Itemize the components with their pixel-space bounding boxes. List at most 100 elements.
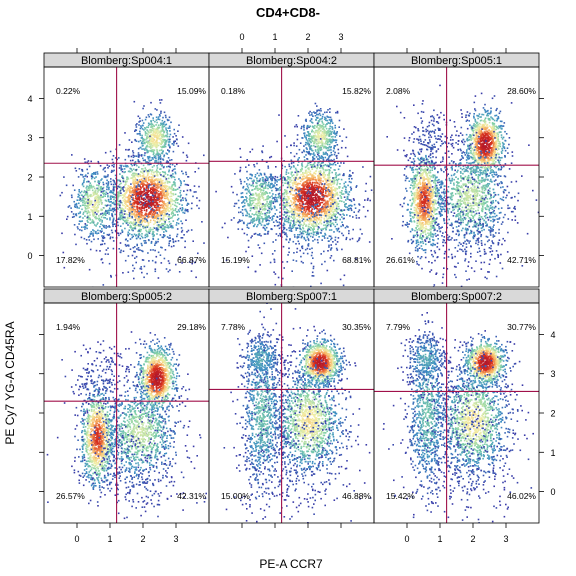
data-point xyxy=(163,131,166,133)
data-point xyxy=(96,187,98,190)
data-point xyxy=(160,214,163,217)
data-point xyxy=(334,173,337,176)
y-tick-label: 4 xyxy=(27,94,32,104)
data-point xyxy=(133,172,135,174)
data-point xyxy=(106,175,109,178)
data-point xyxy=(156,220,159,222)
data-point xyxy=(318,161,320,163)
data-point xyxy=(310,186,313,189)
data-point xyxy=(76,206,79,209)
data-point xyxy=(150,101,152,104)
data-point xyxy=(107,186,109,188)
data-point xyxy=(147,142,149,144)
data-point xyxy=(306,195,308,197)
data-point xyxy=(271,216,274,218)
data-point xyxy=(309,203,311,206)
data-point xyxy=(167,270,170,273)
data-point xyxy=(174,208,177,210)
data-point xyxy=(302,232,305,235)
data-point xyxy=(133,179,136,181)
data-point xyxy=(94,173,97,175)
data-point xyxy=(136,210,138,213)
data-point xyxy=(63,176,65,178)
data-point xyxy=(142,227,145,230)
data-point xyxy=(97,229,99,232)
data-point xyxy=(132,202,135,204)
data-point xyxy=(106,209,109,212)
data-point xyxy=(141,221,143,224)
data-point xyxy=(299,208,302,210)
data-point xyxy=(153,223,155,226)
data-point xyxy=(142,107,144,110)
data-point xyxy=(113,193,115,196)
data-point xyxy=(93,238,95,241)
data-point xyxy=(63,266,66,269)
data-point xyxy=(117,200,120,203)
data-point xyxy=(155,157,157,160)
data-point xyxy=(86,212,89,215)
data-point xyxy=(140,137,143,139)
data-point xyxy=(304,206,306,208)
data-point xyxy=(176,188,179,190)
data-point xyxy=(151,178,153,181)
data-point xyxy=(119,225,122,227)
data-point xyxy=(86,220,89,222)
data-point xyxy=(83,237,86,240)
data-point xyxy=(128,229,131,231)
data-point xyxy=(106,212,109,214)
data-point xyxy=(154,141,156,143)
data-point xyxy=(163,185,165,187)
data-point xyxy=(167,207,169,210)
data-point xyxy=(127,255,130,257)
data-point xyxy=(92,214,94,217)
data-point xyxy=(137,195,139,197)
data-point xyxy=(348,205,350,207)
data-point xyxy=(259,213,262,215)
data-point xyxy=(157,205,159,207)
data-point xyxy=(90,174,93,177)
data-point xyxy=(322,188,324,190)
data-point xyxy=(309,147,311,149)
data-point xyxy=(190,207,193,210)
data-point xyxy=(134,177,136,179)
data-point xyxy=(286,190,288,192)
data-point xyxy=(352,228,354,231)
data-point xyxy=(174,168,176,170)
data-point xyxy=(149,249,152,251)
data-point xyxy=(303,187,305,190)
data-point xyxy=(66,215,69,218)
data-point xyxy=(299,187,302,190)
data-point xyxy=(332,241,334,243)
data-point xyxy=(161,213,164,215)
data-point xyxy=(290,210,293,212)
data-point xyxy=(138,230,140,232)
data-point xyxy=(156,130,158,132)
data-point xyxy=(88,184,91,187)
data-point xyxy=(137,160,140,163)
data-point xyxy=(92,206,95,208)
data-point xyxy=(145,145,148,148)
data-point xyxy=(126,217,129,219)
data-point xyxy=(119,164,122,167)
data-point xyxy=(148,196,151,198)
data-point xyxy=(87,160,90,162)
data-point xyxy=(108,225,110,227)
data-point xyxy=(135,195,137,198)
data-point xyxy=(324,174,327,176)
data-point xyxy=(104,195,106,197)
data-point xyxy=(140,228,142,231)
data-point xyxy=(311,173,314,176)
data-point xyxy=(283,227,286,230)
data-point xyxy=(110,191,112,194)
data-point xyxy=(287,172,290,174)
data-point xyxy=(142,170,144,172)
data-point xyxy=(170,195,173,198)
data-point xyxy=(108,207,111,209)
data-point xyxy=(130,183,132,185)
data-point xyxy=(166,224,168,226)
data-point xyxy=(306,208,309,211)
data-point xyxy=(301,176,304,178)
data-point xyxy=(152,209,155,212)
data-point xyxy=(145,242,147,244)
data-point xyxy=(160,157,162,159)
